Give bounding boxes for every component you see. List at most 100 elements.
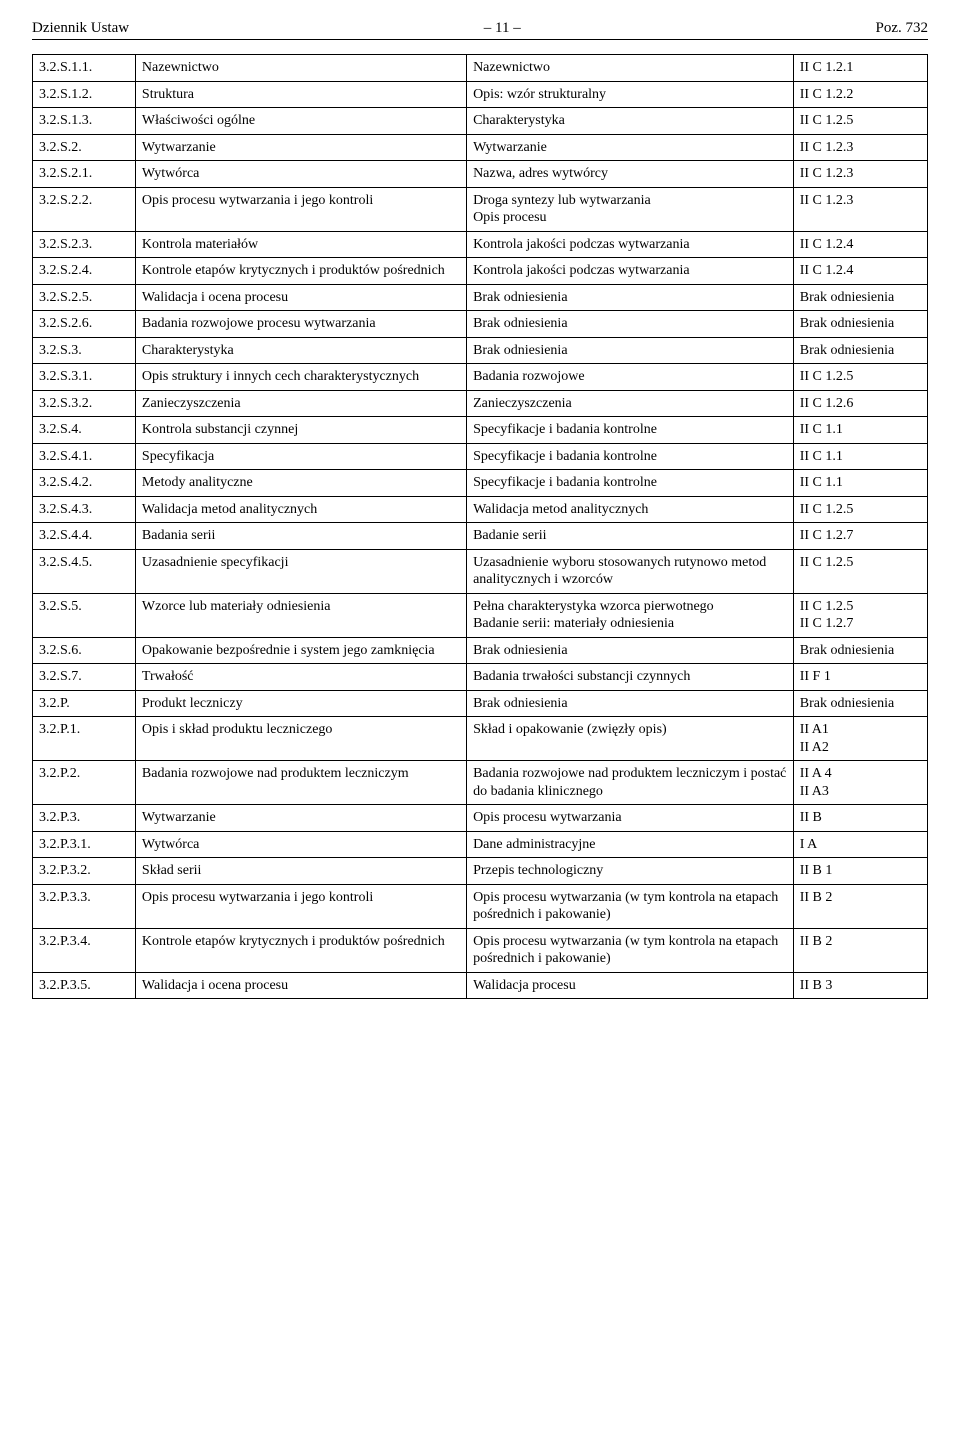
table-row: 3.2.P.1.Opis i skład produktu leczniczeg… [33, 717, 928, 761]
row-code: 3.2.S.3. [33, 337, 136, 364]
table-row: 3.2.S.2.1.WytwórcaNazwa, adres wytwórcyI… [33, 161, 928, 188]
row-col-c: II C 1.2.6 [793, 390, 927, 417]
table-row: 3.2.S.4.Kontrola substancji czynnejSpecy… [33, 417, 928, 444]
table-row: 3.2.S.6.Opakowanie bezpośrednie i system… [33, 637, 928, 664]
row-col-b: Brak odniesienia [467, 690, 794, 717]
table-row: 3.2.S.4.2.Metody analityczneSpecyfikacje… [33, 470, 928, 497]
row-col-b: Opis procesu wytwarzania (w tym kontrola… [467, 884, 794, 928]
row-code: 3.2.S.4.5. [33, 549, 136, 593]
row-col-b: Badania trwałości substancji czynnych [467, 664, 794, 691]
row-col-a: Walidacja metod analitycznych [135, 496, 466, 523]
row-code: 3.2.S.2.1. [33, 161, 136, 188]
row-col-c: II C 1.2.5 [793, 496, 927, 523]
row-col-b: Droga syntezy lub wytwarzaniaOpis proces… [467, 187, 794, 231]
row-col-c: II C 1.1 [793, 417, 927, 444]
row-code: 3.2.S.4.1. [33, 443, 136, 470]
row-col-c: II C 1.2.2 [793, 81, 927, 108]
table-row: 3.2.S.2.3.Kontrola materiałówKontrola ja… [33, 231, 928, 258]
row-code: 3.2.S.2.3. [33, 231, 136, 258]
row-code: 3.2.S.1.2. [33, 81, 136, 108]
row-col-c: II C 1.2.3 [793, 187, 927, 231]
page-header: Dziennik Ustaw – 11 – Poz. 732 [32, 20, 928, 40]
row-code: 3.2.S.6. [33, 637, 136, 664]
row-col-b: Opis procesu wytwarzania [467, 805, 794, 832]
row-col-a: Uzasadnienie specyfikacji [135, 549, 466, 593]
row-col-b: Wytwarzanie [467, 134, 794, 161]
row-code: 3.2.P.3.2. [33, 858, 136, 885]
row-code: 3.2.S.2.5. [33, 284, 136, 311]
row-col-b: Badania rozwojowe nad produktem lecznicz… [467, 761, 794, 805]
row-col-b: Skład i opakowanie (zwięzły opis) [467, 717, 794, 761]
header-left: Dziennik Ustaw [32, 20, 129, 37]
row-col-c: II C 1.2.3 [793, 134, 927, 161]
row-col-a: Kontrole etapów krytycznych i produktów … [135, 928, 466, 972]
table-row: 3.2.S.3.2.ZanieczyszczeniaZanieczyszczen… [33, 390, 928, 417]
row-col-b: Przepis technologiczny [467, 858, 794, 885]
row-code: 3.2.P.3.5. [33, 972, 136, 999]
row-col-a: Opis struktury i innych cech charakterys… [135, 364, 466, 391]
row-col-c: Brak odniesienia [793, 690, 927, 717]
table-row: 3.2.S.7.TrwałośćBadania trwałości substa… [33, 664, 928, 691]
table-row: 3.2.S.2.5.Walidacja i ocena procesuBrak … [33, 284, 928, 311]
table-row: 3.2.S.4.1.SpecyfikacjaSpecyfikacje i bad… [33, 443, 928, 470]
row-col-a: Badania serii [135, 523, 466, 550]
table-row: 3.2.P.Produkt leczniczyBrak odniesieniaB… [33, 690, 928, 717]
table-row: 3.2.P.3.WytwarzanieOpis procesu wytwarza… [33, 805, 928, 832]
row-code: 3.2.S.7. [33, 664, 136, 691]
row-col-c: II B 2 [793, 928, 927, 972]
row-col-a: Opakowanie bezpośrednie i system jego za… [135, 637, 466, 664]
row-col-c: II A 4II A3 [793, 761, 927, 805]
row-col-a: Metody analityczne [135, 470, 466, 497]
table-row: 3.2.S.3.CharakterystykaBrak odniesieniaB… [33, 337, 928, 364]
row-code: 3.2.S.5. [33, 593, 136, 637]
row-code: 3.2.P.3.4. [33, 928, 136, 972]
row-col-a: Skład serii [135, 858, 466, 885]
row-col-a: Wytwórca [135, 831, 466, 858]
row-col-c: II B 3 [793, 972, 927, 999]
table-row: 3.2.S.4.5.Uzasadnienie specyfikacjiUzasa… [33, 549, 928, 593]
row-col-a: Specyfikacja [135, 443, 466, 470]
row-col-b: Nazewnictwo [467, 55, 794, 82]
row-code: 3.2.P. [33, 690, 136, 717]
row-code: 3.2.S.2. [33, 134, 136, 161]
row-col-c: II A1II A2 [793, 717, 927, 761]
row-col-b: Brak odniesienia [467, 637, 794, 664]
row-col-a: Nazewnictwo [135, 55, 466, 82]
row-code: 3.2.S.4.4. [33, 523, 136, 550]
row-col-a: Opis i skład produktu leczniczego [135, 717, 466, 761]
row-col-a: Wzorce lub materiały odniesienia [135, 593, 466, 637]
row-code: 3.2.S.3.2. [33, 390, 136, 417]
table-row: 3.2.S.2.4.Kontrole etapów krytycznych i … [33, 258, 928, 285]
row-col-a: Wytwarzanie [135, 805, 466, 832]
table-row: 3.2.P.3.5.Walidacja i ocena procesuWalid… [33, 972, 928, 999]
row-col-b: Brak odniesienia [467, 311, 794, 338]
table-row: 3.2.P.2. Badania rozwojowe nad produktem … [33, 761, 928, 805]
row-col-c: II C 1.1 [793, 470, 927, 497]
row-col-a: Trwałość [135, 664, 466, 691]
row-code: 3.2.P.2. [33, 761, 136, 805]
row-col-a: Właściwości ogólne [135, 108, 466, 135]
table-row: 3.2.S.2.WytwarzanieWytwarzanieII C 1.2.3 [33, 134, 928, 161]
header-center: – 11 – [484, 20, 521, 37]
row-col-a: Produkt leczniczy [135, 690, 466, 717]
row-col-b: Badanie serii [467, 523, 794, 550]
row-code: 3.2.S.4. [33, 417, 136, 444]
row-col-c: II C 1.2.5 [793, 364, 927, 391]
row-col-c: Brak odniesienia [793, 637, 927, 664]
row-col-c: II C 1.2.4 [793, 231, 927, 258]
row-col-c: II F 1 [793, 664, 927, 691]
row-code: 3.2.S.1.1. [33, 55, 136, 82]
row-col-b: Badania rozwojowe [467, 364, 794, 391]
row-col-a: Charakterystyka [135, 337, 466, 364]
table-row: 3.2.S.1.1.NazewnictwoNazewnictwoII C 1.2… [33, 55, 928, 82]
row-col-a: Kontrola materiałów [135, 231, 466, 258]
table-row: 3.2.S.3.1.Opis struktury i innych cech c… [33, 364, 928, 391]
row-col-b: Charakterystyka [467, 108, 794, 135]
table-row: 3.2.S.4.3.Walidacja metod analitycznychW… [33, 496, 928, 523]
row-col-c: Brak odniesienia [793, 311, 927, 338]
row-col-c: Brak odniesienia [793, 337, 927, 364]
row-col-c: II C 1.2.1 [793, 55, 927, 82]
row-col-b: Opis procesu wytwarzania (w tym kontrola… [467, 928, 794, 972]
table-row: 3.2.P.3.2.Skład seriiPrzepis technologic… [33, 858, 928, 885]
row-code: 3.2.P.1. [33, 717, 136, 761]
